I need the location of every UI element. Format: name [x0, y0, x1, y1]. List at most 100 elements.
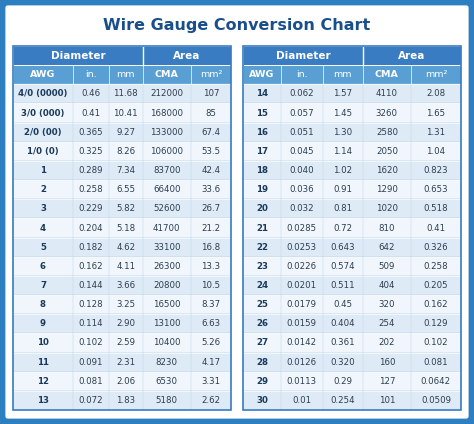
Text: mm: mm — [117, 70, 135, 79]
Text: 6: 6 — [40, 262, 46, 271]
Text: mm: mm — [334, 70, 352, 79]
Text: 0.41: 0.41 — [82, 109, 100, 117]
Text: mm²: mm² — [425, 70, 447, 79]
Text: 67.4: 67.4 — [201, 128, 220, 137]
Bar — [243, 84, 461, 103]
Text: 16.8: 16.8 — [201, 243, 220, 252]
Text: 0.320: 0.320 — [330, 357, 355, 367]
Bar — [13, 218, 231, 237]
Text: 0.254: 0.254 — [330, 396, 355, 405]
Bar — [243, 123, 461, 142]
Text: 0.0159: 0.0159 — [287, 319, 317, 328]
Text: 0.0226: 0.0226 — [287, 262, 317, 271]
Text: 0.102: 0.102 — [79, 338, 103, 347]
Text: 202: 202 — [379, 338, 395, 347]
Text: 10.5: 10.5 — [201, 281, 220, 290]
Text: 16: 16 — [256, 128, 268, 137]
Text: 3260: 3260 — [376, 109, 398, 117]
Bar — [243, 352, 461, 372]
Text: 13.3: 13.3 — [201, 262, 220, 271]
Bar — [13, 46, 231, 410]
Bar — [243, 161, 461, 180]
Text: 0.102: 0.102 — [424, 338, 448, 347]
Text: 41700: 41700 — [153, 223, 181, 232]
Text: 1.65: 1.65 — [427, 109, 446, 117]
Text: 404: 404 — [379, 281, 395, 290]
Text: 0.41: 0.41 — [427, 223, 446, 232]
Text: 20800: 20800 — [153, 281, 181, 290]
Text: 19: 19 — [256, 185, 268, 194]
Text: 0.032: 0.032 — [290, 204, 314, 213]
Text: 168000: 168000 — [150, 109, 183, 117]
Text: 9.27: 9.27 — [116, 128, 135, 137]
Text: CMA: CMA — [155, 70, 179, 79]
Text: 83700: 83700 — [153, 166, 181, 175]
Text: 0.365: 0.365 — [79, 128, 103, 137]
Text: 0.205: 0.205 — [424, 281, 448, 290]
Text: 0.051: 0.051 — [290, 128, 314, 137]
Text: in.: in. — [85, 70, 97, 79]
Text: 8230: 8230 — [155, 357, 178, 367]
Text: 4.62: 4.62 — [116, 243, 136, 252]
Text: 0.144: 0.144 — [79, 281, 103, 290]
Text: 106000: 106000 — [150, 147, 183, 156]
Text: 212000: 212000 — [150, 89, 183, 98]
Text: 0.0642: 0.0642 — [421, 377, 451, 386]
Text: in.: in. — [296, 70, 308, 79]
Bar — [13, 65, 231, 84]
Text: 642: 642 — [379, 243, 395, 252]
Text: 21: 21 — [256, 223, 268, 232]
Bar — [243, 257, 461, 276]
Text: 22: 22 — [256, 243, 268, 252]
Text: 107: 107 — [202, 89, 219, 98]
Text: 2: 2 — [40, 185, 46, 194]
Bar — [243, 142, 461, 161]
Bar — [243, 237, 461, 257]
Text: 4: 4 — [40, 223, 46, 232]
Text: 0.01: 0.01 — [292, 396, 311, 405]
Text: 25: 25 — [256, 300, 268, 309]
Bar — [13, 237, 231, 257]
Bar — [243, 276, 461, 295]
Text: 6.63: 6.63 — [201, 319, 220, 328]
Text: 0.45: 0.45 — [333, 300, 352, 309]
Text: 0.29: 0.29 — [333, 377, 352, 386]
Text: 0.81: 0.81 — [333, 204, 352, 213]
Bar — [243, 314, 461, 333]
Text: 2.90: 2.90 — [116, 319, 135, 328]
Text: 0.182: 0.182 — [79, 243, 103, 252]
Text: 17: 17 — [256, 147, 268, 156]
Text: 3: 3 — [40, 204, 46, 213]
Text: 21.2: 21.2 — [201, 223, 220, 232]
Bar — [13, 103, 231, 123]
Text: 5: 5 — [40, 243, 46, 252]
Text: 2.08: 2.08 — [427, 89, 446, 98]
Text: 5.82: 5.82 — [116, 204, 136, 213]
Bar — [243, 46, 461, 410]
Text: 2.59: 2.59 — [116, 338, 135, 347]
Text: AWG: AWG — [30, 70, 55, 79]
Text: 3/0 (000): 3/0 (000) — [21, 109, 64, 117]
Text: 5.26: 5.26 — [201, 338, 220, 347]
Text: 4.17: 4.17 — [201, 357, 220, 367]
Text: 0.289: 0.289 — [79, 166, 103, 175]
Text: 1.02: 1.02 — [333, 166, 352, 175]
Text: 133000: 133000 — [150, 128, 183, 137]
Text: 6.55: 6.55 — [116, 185, 136, 194]
Text: 5.18: 5.18 — [116, 223, 136, 232]
Bar — [13, 333, 231, 352]
Text: 0.0113: 0.0113 — [287, 377, 317, 386]
Text: 0.040: 0.040 — [290, 166, 314, 175]
Text: 0.91: 0.91 — [333, 185, 352, 194]
Bar — [13, 46, 231, 65]
Bar — [13, 372, 231, 391]
Text: 18: 18 — [256, 166, 268, 175]
Text: 0.258: 0.258 — [424, 262, 448, 271]
Text: 509: 509 — [379, 262, 395, 271]
Text: 1620: 1620 — [376, 166, 398, 175]
Text: 0.036: 0.036 — [290, 185, 314, 194]
Bar — [243, 391, 461, 410]
Bar — [243, 180, 461, 199]
Text: 1.57: 1.57 — [333, 89, 352, 98]
Bar — [13, 199, 231, 218]
